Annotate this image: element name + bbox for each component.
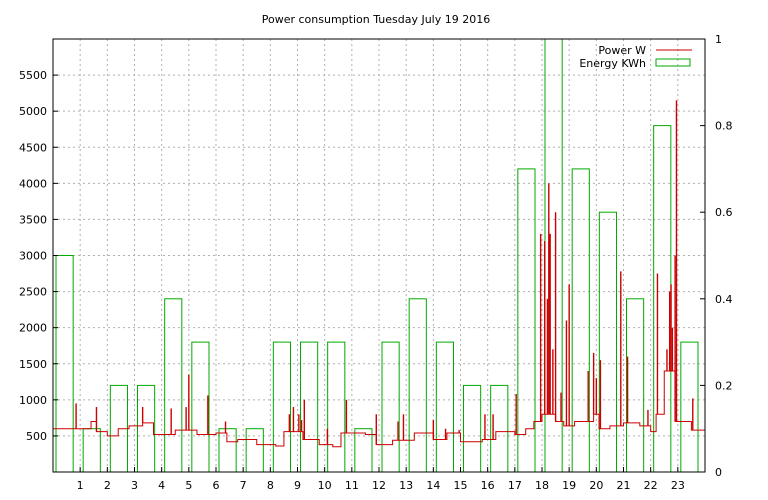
energy-bar-5 [191, 341, 210, 473]
x-tick-label: 19 [562, 479, 576, 492]
energy-bar-19 [571, 168, 590, 473]
x-tick-label: 7 [240, 479, 247, 492]
y-tick-label: 2000 [19, 322, 47, 335]
power-line [53, 100, 705, 448]
y2-tick-label: 0.6 [715, 206, 733, 219]
x-tick-label: 16 [481, 479, 495, 492]
x-tick-label: 4 [158, 479, 165, 492]
energy-bar-10 [327, 341, 346, 473]
legend: Power W Energy KWh [579, 44, 692, 70]
energy-bar-20 [598, 211, 617, 473]
energy-bar-4 [164, 298, 183, 473]
energy-bar-21 [626, 298, 645, 473]
x-tick-label: 3 [131, 479, 138, 492]
energy-bar-14 [435, 341, 455, 473]
x-tick-label: 20 [589, 479, 603, 492]
energy-bar-23 [680, 341, 699, 473]
energy-bar-17 [517, 168, 536, 473]
x-tick-label: 17 [508, 479, 522, 492]
x-tick-label: 8 [267, 479, 274, 492]
y-tick-label: 2500 [19, 286, 47, 299]
y2-tick-label: 0.8 [715, 120, 733, 133]
y-tick-label: 5000 [19, 105, 47, 118]
x-tick-label: 12 [372, 479, 386, 492]
energy-bar-9 [300, 341, 319, 473]
y2-tick-label: 0 [715, 466, 722, 479]
energy-bar-11 [354, 428, 373, 473]
y-tick-label: 1000 [19, 394, 47, 407]
y-tick-label: 4000 [19, 177, 47, 190]
y-tick-label: 3000 [19, 250, 47, 263]
legend-swatch-energy [655, 58, 691, 67]
axes: 500 1000 1500 2000 2500 3000 3500 4000 4500 5000 5… [19, 33, 733, 492]
x-tick-label: 6 [213, 479, 220, 492]
x-tick-label: 22 [644, 479, 658, 492]
y-tick-label: 4500 [19, 141, 47, 154]
y2-tick-label: 1 [715, 33, 722, 46]
y2-tick-label: 0.2 [715, 379, 733, 392]
x-tick-label: 10 [318, 479, 332, 492]
x-tick-label: 1 [77, 479, 84, 492]
x-tick-label: 14 [426, 479, 440, 492]
energy-bar-6 [218, 428, 237, 473]
x-tick-label: 5 [185, 479, 192, 492]
x-tick-label: 11 [345, 479, 359, 492]
x-tick-label: 13 [399, 479, 413, 492]
power-baseline [53, 370, 705, 448]
x-tick-label: 21 [617, 479, 631, 492]
energy-bar-1 [82, 428, 101, 473]
x-tick-label: 9 [294, 479, 301, 492]
energy-bar-8 [272, 341, 292, 473]
energy-bars [55, 38, 699, 473]
legend-label-energy: Energy KWh [579, 57, 646, 70]
x-tick-label: 15 [454, 479, 468, 492]
energy-bar-12 [381, 341, 400, 473]
y-tick-label: 3500 [19, 213, 47, 226]
x-tick-label: 2 [104, 479, 111, 492]
chart-title: Power consumption Tuesday July 19 2016 [262, 13, 491, 26]
y-tick-label: 500 [26, 430, 47, 443]
energy-bar-3 [137, 384, 156, 473]
x-tick-label: 23 [671, 479, 685, 492]
y-tick-label: 5500 [19, 69, 47, 82]
energy-bar-13 [408, 298, 427, 473]
y2-tick-label: 0.4 [715, 293, 733, 306]
grid-lines [53, 39, 705, 472]
y-tick-label: 1500 [19, 358, 47, 371]
energy-bar-15 [463, 384, 482, 473]
energy-bar-7 [245, 428, 264, 473]
legend-label-power: Power W [598, 44, 646, 57]
x-tick-label: 18 [535, 479, 549, 492]
